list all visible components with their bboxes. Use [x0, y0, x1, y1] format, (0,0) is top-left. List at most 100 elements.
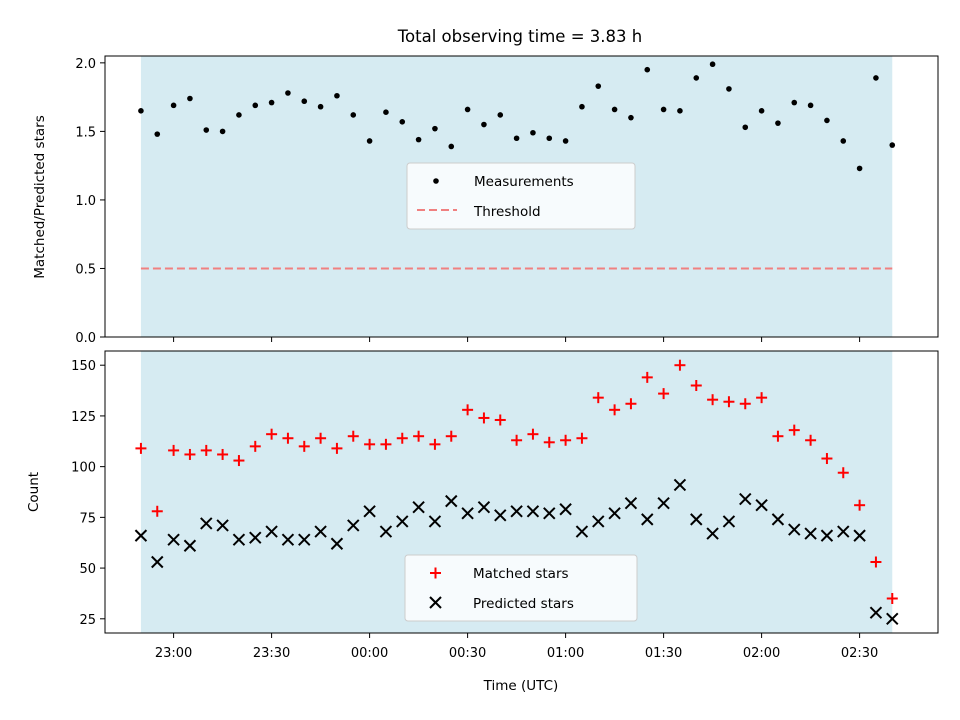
measurement-point [268, 99, 275, 106]
matched-stars-point [805, 434, 817, 446]
matched-stars-point [690, 379, 702, 391]
measurement-point [677, 108, 683, 114]
predicted-stars-point [739, 492, 752, 506]
bottom-y-tick-label: 25 [79, 613, 96, 628]
matched-stars-point [184, 448, 196, 460]
bottom-panel-frame [104, 350, 939, 634]
measurement-point [252, 102, 259, 109]
measurement-point [154, 131, 161, 137]
predicted-stars-point [608, 507, 621, 520]
bottom-y-tick-label: 75 [79, 511, 96, 526]
predicted-stars-point [526, 505, 540, 518]
matched-stars-point [429, 438, 441, 450]
predicted-stars-point [281, 533, 295, 546]
measurements-legend-marker [433, 178, 439, 184]
measurement-point [742, 124, 749, 131]
matched-stars-legend-label: Matched stars [473, 566, 569, 582]
predicted-stars-point [869, 606, 883, 619]
matched-stars-point [772, 430, 784, 442]
measurement-point [807, 102, 814, 109]
top-y-tick-label: 0.5 [75, 262, 96, 277]
top-y-tick-label: 0.0 [75, 331, 96, 346]
matched-stars-point [266, 428, 278, 440]
measurement-point [562, 138, 569, 144]
bottom-y-tick-label: 125 [71, 410, 96, 425]
predicted-stars-point [673, 478, 687, 492]
x-tick-label: 01:00 [547, 646, 584, 661]
measurement-point [448, 143, 455, 150]
predicted-stars-point [788, 523, 801, 536]
matched-stars-point [282, 432, 294, 444]
bottom-y-axis: 25 50 75 100 125 150 [71, 359, 105, 628]
measurement-point [187, 95, 193, 102]
measurement-point [660, 106, 667, 113]
matched-stars-point [445, 430, 457, 442]
matched-stars-point [592, 392, 604, 404]
matched-stars-point [788, 424, 800, 436]
top-y-axis-label: Matched/Predicted stars [32, 115, 48, 278]
x-axis-label: Time (UTC) [483, 678, 559, 694]
matched-stars-point [723, 396, 735, 408]
measurement-point [415, 136, 422, 143]
matched-stars-point [151, 505, 163, 517]
predicted-stars-point [330, 537, 344, 550]
top-y-tick-label: 1.5 [75, 125, 96, 140]
measurement-point [464, 106, 471, 113]
x-tick-label: 02:00 [743, 646, 780, 661]
measurement-point [497, 112, 504, 118]
predicted-stars-point [298, 533, 311, 546]
matched-stars-point [249, 440, 261, 452]
counts-points [134, 359, 899, 626]
matched-stars-point [821, 453, 833, 465]
predicted-stars-point [314, 525, 327, 538]
predicted-stars-point [428, 515, 442, 528]
top-panel-frame [104, 55, 939, 338]
measurement-point [350, 112, 357, 118]
predicted-stars-point [249, 531, 262, 544]
predicted-stars-point [559, 503, 572, 516]
measurement-point [481, 121, 487, 128]
measurement-point [366, 138, 373, 144]
measurement-point [530, 129, 536, 136]
measurement-point [546, 135, 553, 142]
top-y-axis: 0.0 0.5 1.0 1.5 2.0 [75, 57, 105, 346]
bottom-panel: 25 50 75 100 125 150 23:00 23:30 00:00 00:30 01:0… [26, 350, 939, 694]
x-tick-label: 23:00 [155, 646, 192, 661]
predicted-stars-point [624, 496, 638, 510]
predicted-stars-point [200, 517, 213, 530]
predicted-stars-point [347, 519, 360, 532]
measurement-point [709, 61, 716, 68]
predicted-stars-point [167, 533, 180, 546]
measurement-point [317, 103, 324, 110]
x-axis: 23:00 23:30 00:00 00:30 01:00 01:30 02:00 02:30 [155, 633, 878, 661]
measurement-point [579, 103, 585, 110]
measurement-point [203, 127, 210, 133]
matched-stars-point [870, 556, 882, 568]
predicted-stars-point [494, 509, 507, 522]
matched-stars-point [886, 593, 898, 605]
matched-stars-point [511, 434, 523, 446]
chart-title: Total observing time = 3.83 h [397, 27, 642, 46]
predicted-stars-point [151, 555, 164, 569]
measurement-point [285, 90, 291, 96]
x-tick-label: 00:00 [351, 646, 388, 661]
predicted-stars-point [265, 525, 278, 538]
matched-stars-point [494, 414, 506, 426]
predicted-stars-point [592, 515, 605, 528]
matched-stars-point [641, 371, 653, 383]
predicted-stars-point [820, 529, 834, 542]
predicted-stars-point [232, 533, 246, 546]
predicted-stars-point [445, 494, 458, 508]
measurement-point [138, 108, 144, 114]
measurement-point [301, 98, 308, 105]
measurement-point [856, 165, 863, 172]
predicted-stars-point [575, 525, 589, 538]
predicted-stars-point [183, 539, 197, 552]
predicted-stars-point [853, 529, 866, 542]
predicted-stars-point [543, 507, 556, 520]
predicted-stars-legend-label: Predicted stars [473, 596, 574, 612]
measurement-point [219, 128, 226, 135]
measurement-point [513, 135, 520, 142]
predicted-stars-point [804, 527, 817, 540]
